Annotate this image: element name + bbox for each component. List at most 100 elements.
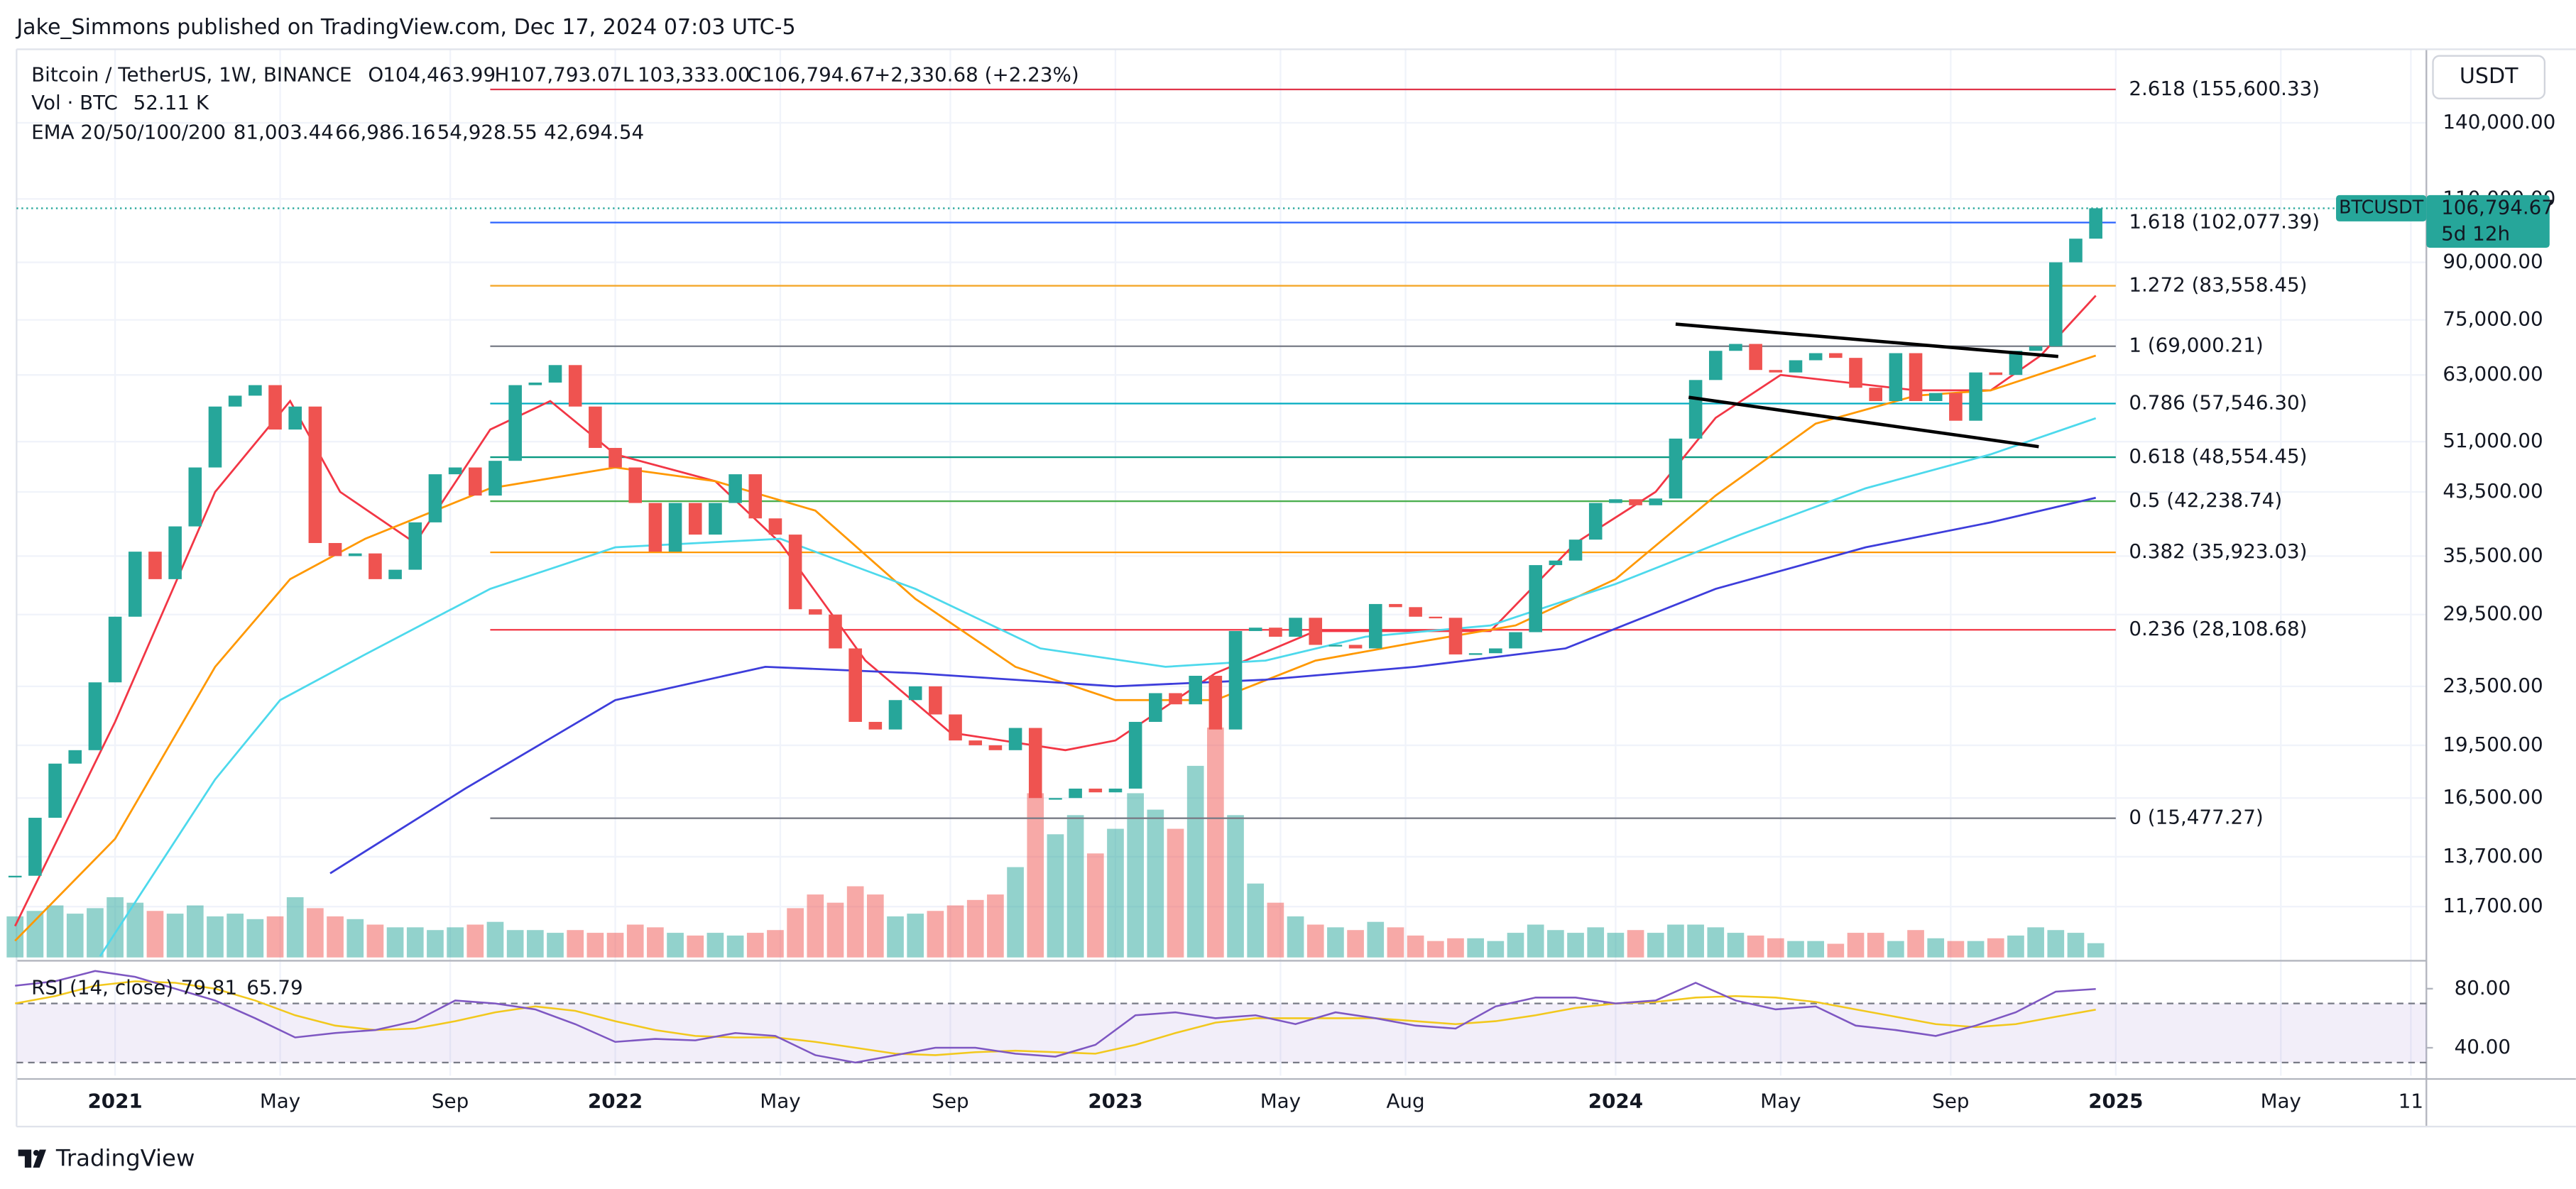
logo-dot [33,1149,40,1156]
volume-bar [2067,933,2085,958]
volume-bar [1987,938,2004,958]
volume-bar [146,911,164,958]
volume-bar [1667,924,1684,958]
ema-last: 42,694.54 [544,120,644,143]
candle-body [589,406,602,449]
candle-body [88,682,102,750]
candle-body [1749,344,1762,371]
change-legend: +2,330.68 (+2.23%) [874,62,1079,86]
candle-body [2089,208,2102,239]
symbol-legend: Bitcoin / TetherUS, 1W, BINANCE [31,62,351,86]
candle-body [1049,798,1062,800]
candle-body [1669,438,1683,499]
volume-bar [126,902,144,958]
ema-last: 81,003.44 [234,120,334,143]
logo-icon [18,1149,46,1168]
volume-bar [606,933,624,958]
candle-body [1228,630,1243,730]
currency-box[interactable] [2432,55,2546,99]
candle-body [308,406,322,543]
y-tick-label: 35,500.00 [2443,543,2543,566]
ema-last: 66,986.16 [335,120,435,143]
candle-body [1869,388,1882,401]
candle-body [1769,370,1783,373]
volume-bar [1887,941,1904,958]
x-tick-label: 2023 [1088,1089,1142,1112]
candle-body [1468,653,1483,655]
ema-last: 54,928.55 [437,120,537,143]
candle-body [168,526,182,579]
y-tick-label: 29,500.00 [2443,602,2543,625]
candle-body [489,461,502,496]
volume-bar [1587,927,1605,958]
candle-body [768,518,782,535]
fib-label: 0.5 (42,238.74) [2129,488,2282,512]
x-tick-label: May [260,1089,300,1112]
volume-bar [706,933,724,958]
candle-body [1248,628,1262,631]
ohlc-key: L [623,62,634,86]
fib-label: 0.382 (35,923.03) [2129,539,2307,563]
candle-body [868,721,883,730]
volume-bar [1387,927,1404,958]
candle-body [668,503,682,552]
volume-bar [787,908,804,958]
volume-bar [246,919,264,958]
x-tick-label: 2022 [588,1089,643,1112]
candle-body [1328,645,1343,647]
volume-bar [1907,930,1924,958]
candle-body [268,385,282,430]
symbol-tag-text: BTCUSDT [2339,196,2424,217]
candle-body [468,467,482,496]
candle-body [1989,372,2003,376]
candle-body [1688,380,1703,439]
volume-bar [927,911,944,958]
y-tick-label: 13,700.00 [2443,844,2543,867]
volume-bar [647,927,664,958]
candle-body [128,552,142,617]
candle-body [1309,618,1323,645]
x-tick-label: Sep [932,1089,968,1112]
volume-bar [1767,938,1784,958]
x-tick-label: 2025 [2088,1089,2143,1112]
currency[interactable]: USDT [2460,64,2518,89]
y-tick-label: 75,000.00 [2443,307,2543,331]
candle-body [1509,632,1522,649]
volume-bar [1467,938,1484,958]
y-tick-label: 63,000.00 [2443,362,2543,385]
volume-bar [767,930,784,958]
candle-body [1708,351,1723,380]
candle-body [1169,693,1182,705]
x-tick-label: Sep [432,1089,469,1112]
candle-body [1789,360,1803,373]
volume-bar [1267,902,1284,958]
candle-body [1889,353,1903,401]
candle-body [1128,721,1142,789]
volume-bar [1807,941,1825,958]
candle-body [1909,353,1923,401]
volume-bar [567,930,584,958]
volume-bar [1306,924,1324,958]
candle-body [68,750,82,764]
candle-body [188,467,202,527]
volume-bar [726,935,744,958]
ohlc-value: 107,793.07 [509,62,622,86]
ema-line [329,496,2096,875]
trendline [1675,322,2059,358]
volume-last: 52.11 K [133,91,209,114]
volume-bar [266,916,284,958]
volume-bar [807,894,824,958]
volume-bar [406,927,424,958]
volume-bar [1967,941,1985,958]
volume-bar [207,916,224,958]
candle-body [1969,372,1982,421]
candle-body [8,875,22,878]
trendline [1688,395,2039,449]
candle-body [628,467,643,503]
x-tick-label: 2021 [87,1089,142,1112]
fib-label: 0 (15,477.27) [2129,806,2263,829]
candle-body [1928,393,1943,401]
y-tick-label: 90,000.00 [2443,250,2543,273]
volume-bar [1186,765,1204,958]
